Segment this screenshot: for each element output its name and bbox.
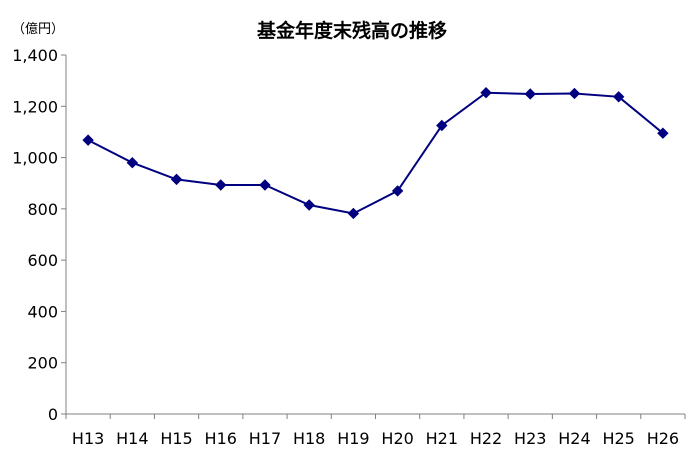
x-tick-label: H23 <box>514 429 546 448</box>
data-point-marker <box>82 134 94 146</box>
x-tick-label: H18 <box>293 429 325 448</box>
x-axis-tick-labels: H13 H14 H15 H16 H17 H18 H19 H20 H21 H22 H23 H24 H25 H… <box>72 429 679 448</box>
x-tick-label: H26 <box>647 429 679 448</box>
y-tick-label: 0 <box>48 405 58 424</box>
y-tick-label: 1,400 <box>12 46 58 65</box>
y-tick-label: 600 <box>27 251 58 270</box>
y-tick-label: 400 <box>27 302 58 321</box>
data-point-marker <box>126 156 139 169</box>
y-tick-label: 200 <box>27 354 58 373</box>
data-point-marker <box>170 173 183 186</box>
series-line-group <box>87 91 664 215</box>
x-tick-label: H21 <box>426 429 458 448</box>
data-point-marker <box>347 207 360 220</box>
x-tick-label: H25 <box>602 429 634 448</box>
data-point-marker <box>436 119 448 132</box>
series-line <box>87 91 664 215</box>
y-axis-tick-labels: 0 200 400 600 800 1,000 1,200 1,400 <box>12 46 58 424</box>
x-tick-label: H13 <box>72 429 104 448</box>
x-tick-label: H16 <box>205 429 237 448</box>
y-axis-unit-label: （億円） <box>12 21 64 37</box>
chart-title: 基金年度末残高の推移 <box>256 19 447 42</box>
data-point-marker <box>612 91 625 103</box>
x-tick-label: H15 <box>160 429 192 448</box>
data-point-marker <box>524 88 536 100</box>
y-tick-label: 800 <box>27 200 58 219</box>
x-tick-label: H24 <box>558 429 590 448</box>
axes <box>61 54 686 419</box>
data-point-marker <box>303 199 315 211</box>
data-point-marker <box>391 185 404 197</box>
x-tick-label: H22 <box>470 429 502 448</box>
y-tick-label: 1,200 <box>12 97 58 116</box>
data-point-marker <box>215 179 227 191</box>
x-tick-label: H19 <box>337 429 369 448</box>
data-point-marker <box>657 127 669 139</box>
x-tick-label: H17 <box>249 429 281 448</box>
data-point-marker <box>259 179 271 191</box>
data-point-marker <box>568 87 581 100</box>
y-tick-label: 1,000 <box>12 149 58 168</box>
x-tick-label: H20 <box>381 429 413 448</box>
data-point-marker <box>480 86 492 99</box>
x-tick-label: H14 <box>116 429 148 448</box>
data-points <box>82 86 669 220</box>
